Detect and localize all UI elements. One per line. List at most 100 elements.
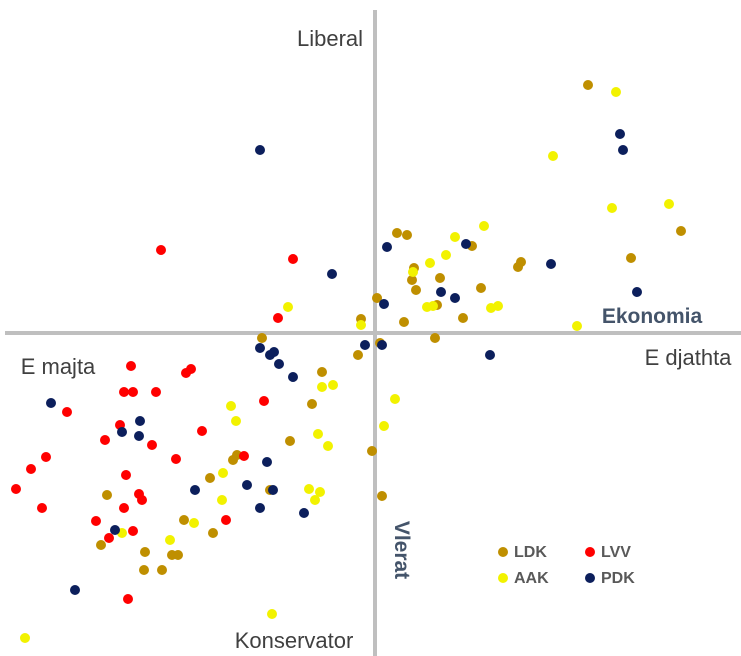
point <box>139 565 149 575</box>
point <box>390 394 400 404</box>
point <box>607 203 617 213</box>
point <box>283 302 293 312</box>
point <box>221 515 231 525</box>
point <box>20 633 30 643</box>
point <box>205 473 215 483</box>
point <box>315 487 325 497</box>
point <box>147 440 157 450</box>
point <box>548 151 558 161</box>
point <box>493 301 503 311</box>
point <box>123 594 133 604</box>
legend-marker <box>585 573 595 583</box>
point <box>479 221 489 231</box>
legend-marker <box>585 547 595 557</box>
point <box>41 452 51 462</box>
point <box>100 435 110 445</box>
point <box>356 320 366 330</box>
point <box>411 285 421 295</box>
point <box>197 426 207 436</box>
point <box>189 518 199 528</box>
point <box>285 436 295 446</box>
point <box>408 267 418 277</box>
point <box>126 361 136 371</box>
point <box>304 484 314 494</box>
point <box>353 350 363 360</box>
point <box>156 245 166 255</box>
point <box>140 547 150 557</box>
point <box>615 129 625 139</box>
point <box>485 350 495 360</box>
point <box>425 258 435 268</box>
point <box>121 470 131 480</box>
point <box>377 340 387 350</box>
point <box>399 317 409 327</box>
point <box>428 301 438 311</box>
point <box>402 230 412 240</box>
point <box>461 239 471 249</box>
point <box>310 495 320 505</box>
point <box>228 455 238 465</box>
point <box>436 287 446 297</box>
point <box>26 464 36 474</box>
point <box>618 145 628 155</box>
point <box>288 254 298 264</box>
point <box>128 526 138 536</box>
point <box>255 503 265 513</box>
point <box>255 145 265 155</box>
point <box>360 340 370 350</box>
point <box>307 399 317 409</box>
point <box>134 431 144 441</box>
point <box>70 585 80 595</box>
point <box>257 333 267 343</box>
point <box>157 565 167 575</box>
top-label: Liberal <box>297 26 363 51</box>
point <box>128 387 138 397</box>
point <box>165 535 175 545</box>
point <box>317 367 327 377</box>
right-label: E djathta <box>645 345 733 370</box>
point <box>664 199 674 209</box>
point <box>572 321 582 331</box>
legend-marker <box>498 573 508 583</box>
point <box>37 503 47 513</box>
point <box>288 372 298 382</box>
point <box>382 242 392 252</box>
legend-marker <box>498 547 508 557</box>
point <box>110 525 120 535</box>
point <box>62 407 72 417</box>
point <box>171 454 181 464</box>
point <box>268 485 278 495</box>
legend-label: LDK <box>514 544 547 561</box>
point <box>435 273 445 283</box>
point <box>190 485 200 495</box>
point <box>546 259 556 269</box>
point <box>186 364 196 374</box>
point <box>372 293 382 303</box>
point <box>179 515 189 525</box>
point <box>231 416 241 426</box>
point <box>119 387 129 397</box>
point <box>96 540 106 550</box>
point <box>255 343 265 353</box>
point <box>676 226 686 236</box>
point <box>267 609 277 619</box>
point <box>513 262 523 272</box>
point <box>242 480 252 490</box>
point <box>317 382 327 392</box>
point <box>259 396 269 406</box>
point <box>450 232 460 242</box>
point <box>407 275 417 285</box>
point <box>46 398 56 408</box>
bottom-label: Konservator <box>235 628 354 653</box>
legend-label: AAK <box>514 570 549 587</box>
point <box>328 380 338 390</box>
point <box>151 387 161 397</box>
point <box>218 468 228 478</box>
point <box>379 421 389 431</box>
point <box>117 427 127 437</box>
point <box>611 87 621 97</box>
point <box>379 299 389 309</box>
y-axis-title: Vlerat <box>390 521 413 579</box>
point <box>323 441 333 451</box>
point <box>450 293 460 303</box>
